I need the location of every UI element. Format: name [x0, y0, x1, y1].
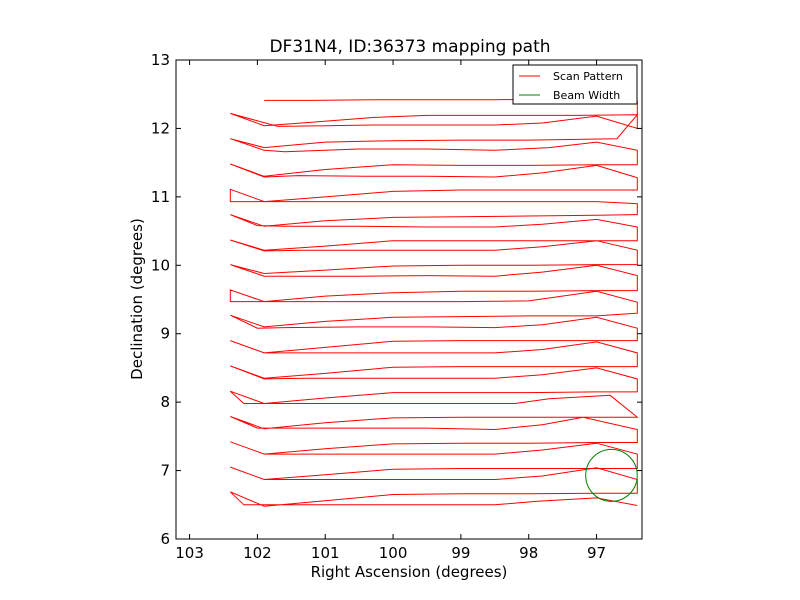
y-tick-label: 11 [151, 188, 170, 206]
y-tick-label: 13 [151, 51, 170, 69]
chart-title: DF31N4, ID:36373 mapping path [269, 37, 550, 57]
x-tick-label: 101 [311, 544, 340, 562]
legend-box [512, 64, 638, 105]
y-axis-label: Declination (degrees) [128, 218, 146, 380]
beam-width-circle [585, 448, 638, 502]
x-tick-label: 97 [587, 544, 606, 562]
scan-pattern-line [229, 98, 639, 507]
legend: Scan Pattern Beam Width [512, 64, 638, 105]
plot-area [175, 59, 643, 540]
y-tick-label: 9 [160, 325, 170, 343]
x-tick-label: 102 [243, 544, 272, 562]
x-axis-label: Right Ascension (degrees) [311, 563, 508, 581]
x-tick-label: 98 [519, 544, 538, 562]
legend-label-beam: Beam Width [553, 89, 620, 102]
x-tick-label: 100 [379, 544, 408, 562]
legend-label-scan: Scan Pattern [553, 70, 623, 83]
y-tick-label: 10 [151, 256, 170, 274]
y-tick-label: 6 [160, 530, 170, 548]
y-tick-label: 7 [160, 462, 170, 480]
y-tick-label: 8 [160, 393, 170, 411]
x-tick-label: 103 [175, 544, 204, 562]
ticks-layer: 103 102 101 100 99 98 97 6 7 8 9 10 11 12 13 [151, 51, 642, 562]
x-tick-label: 99 [451, 544, 470, 562]
series-layer [229, 98, 639, 507]
y-tick-label: 12 [151, 119, 170, 137]
